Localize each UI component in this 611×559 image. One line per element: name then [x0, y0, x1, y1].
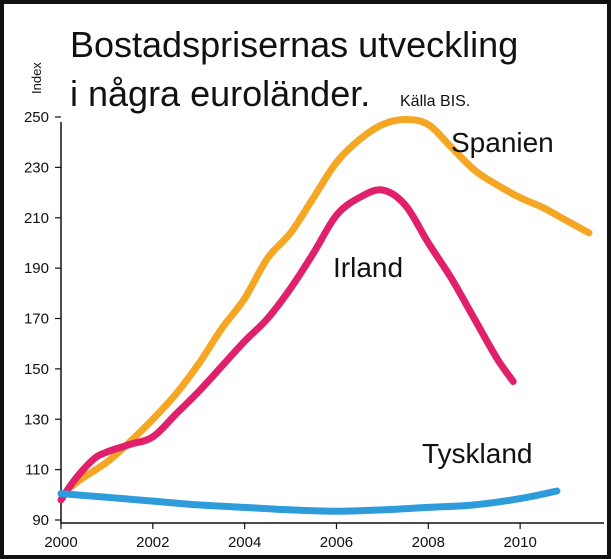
y-tick-label: 130 [24, 411, 49, 428]
y-tick-label: 250 [24, 109, 49, 126]
x-tick-label: 2000 [44, 534, 77, 551]
y-tick-label: 170 [24, 311, 49, 328]
x-tick-label: 2008 [412, 534, 445, 551]
series-line-tyskland [57, 487, 561, 515]
x-tick-label: 2010 [503, 534, 536, 551]
x-tick-label: 2004 [228, 534, 261, 551]
series-group [57, 116, 593, 515]
y-tick-label: 90 [32, 512, 49, 529]
y-tick-label: 190 [24, 260, 49, 277]
chart-title-line-1: Bostadsprisernas utveckling [70, 24, 518, 65]
series-label-tyskland: Tyskland [422, 438, 533, 469]
y-tick-label: 210 [24, 210, 49, 227]
series-line-spanien [66, 116, 593, 491]
y-axis-label: Index [29, 62, 44, 94]
series-labels: Spanien Irland Tyskland [333, 127, 554, 469]
line-chart: Bostadsprisernas utveckling i några euro… [24, 24, 604, 551]
y-tick-label: 230 [24, 159, 49, 176]
x-tick-label: 2002 [136, 534, 169, 551]
chart-source: Källa BIS. [400, 93, 470, 110]
x-ticks: 2000 2002 2004 2006 2008 2010 [44, 523, 537, 551]
series-label-irland: Irland [333, 252, 403, 283]
chart-title-line-2: i några euroländer. [70, 73, 370, 114]
x-tick-label: 2006 [320, 534, 353, 551]
series-line-irland [57, 186, 517, 504]
y-tick-label: 150 [24, 361, 49, 378]
y-ticks: 90 110 130 150 170 190 210 230 250 [24, 109, 61, 529]
series-label-spanien: Spanien [451, 127, 554, 158]
y-tick-label: 110 [25, 462, 49, 479]
